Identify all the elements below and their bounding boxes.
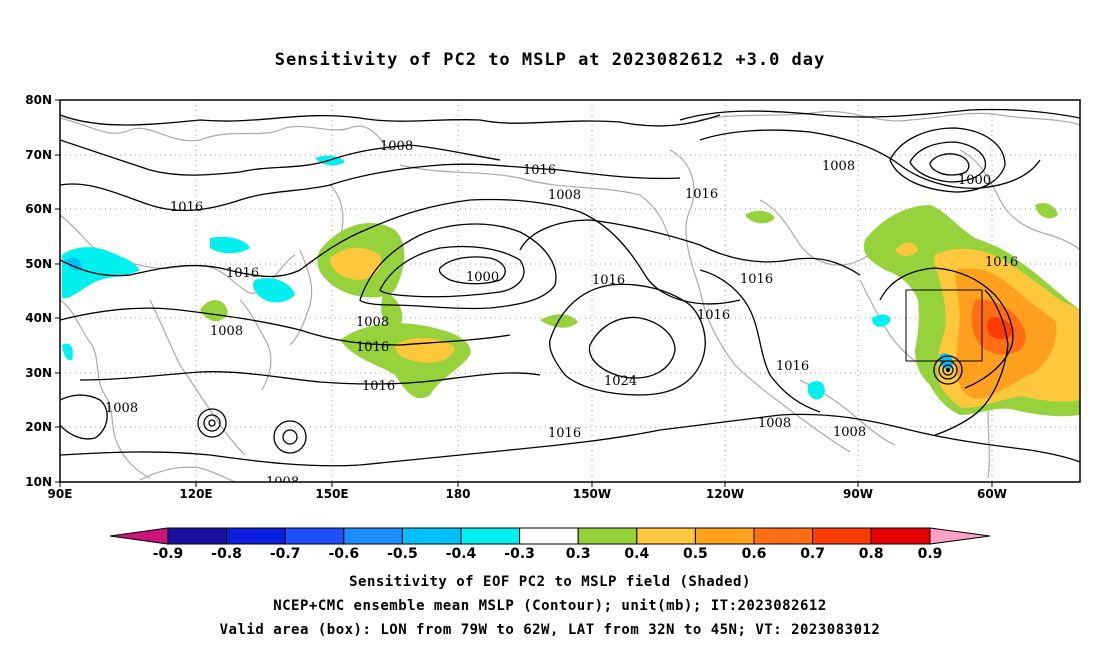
contour-label: 1008 [758, 416, 791, 431]
colorbar-cell [812, 527, 872, 545]
lat-label: 30N [25, 366, 52, 380]
colorbar-cell [577, 527, 638, 545]
colorbar-tick-label: 0.9 [918, 546, 943, 562]
colorbar-tick-label: 0.5 [683, 546, 708, 562]
colorbar-cell [753, 527, 814, 545]
contour-label: 1016 [523, 163, 556, 178]
contour-label: 1008 [380, 139, 413, 154]
lat-label: 40N [25, 311, 52, 325]
colorbar-cell [401, 527, 462, 545]
map-panel [60, 100, 1080, 482]
map-border [59, 99, 1081, 483]
contour-label: 1016 [548, 426, 581, 441]
colorbar-cell [460, 527, 521, 545]
lat-label: 50N [25, 257, 52, 271]
colorbar-tick-label: -0.7 [270, 546, 301, 562]
contour-label: 1016 [226, 266, 259, 281]
lat-label: 70N [25, 148, 52, 162]
contour-label: 1016 [592, 273, 625, 288]
axis-ticks [55, 99, 993, 487]
colorbar-tick-label: 0.4 [624, 546, 649, 562]
sensitivity-shading [62, 155, 1080, 417]
contour-label: 1008 [210, 324, 243, 339]
contour-labels: 1008 1016 1008 1000 1016 1008 1016 1000 … [105, 139, 1018, 490]
lat-label: 10N [25, 475, 52, 489]
contour-label: 1016 [685, 187, 718, 202]
colorbar-cell [519, 527, 579, 545]
colorbar-cell [226, 527, 286, 545]
colorbar-tick-label: 0.6 [742, 546, 767, 562]
contour-label: 1008 [105, 401, 138, 416]
contour-label: 1016 [776, 359, 809, 374]
lat-label: 20N [25, 420, 52, 434]
colorbar-low-triangle [109, 527, 169, 545]
mslp-contours [60, 108, 1080, 467]
caption-line-2: NCEP+CMC ensemble mean MSLP (Contour); u… [273, 598, 827, 614]
latitude-labels: 80N 70N 60N 50N 40N 30N 20N 10N [25, 93, 52, 489]
colorbar [109, 527, 991, 545]
colorbar-cell [694, 527, 755, 545]
colorbar-cell [343, 527, 403, 545]
colorbar-tick-label: 0.8 [859, 546, 884, 562]
colorbar-cell [870, 527, 931, 545]
lat-label: 60N [25, 202, 52, 216]
colorbar-labels: -0.9 -0.8 -0.7 -0.6 -0.5 -0.4 -0.3 0.3 0… [153, 546, 943, 562]
colorbar-tick-label: 0.3 [566, 546, 591, 562]
contour-label: 1008 [266, 475, 299, 490]
contour-label: 1016 [170, 200, 203, 215]
colorbar-cell [284, 527, 345, 545]
contour-label: 1008 [833, 425, 866, 440]
colorbar-tick-label: -0.4 [446, 546, 477, 562]
lon-label: 90E [48, 487, 73, 501]
longitude-labels: 90E 120E 150E 180 150W 120W 90W 60W [48, 487, 1007, 501]
contour-label: 1016 [362, 379, 395, 394]
colorbar-high-triangle [929, 527, 991, 545]
colorbar-tick-label: -0.9 [153, 546, 184, 562]
lon-label: 60W [977, 487, 1007, 501]
contour-label: 1000 [466, 270, 499, 285]
colorbar-tick-label: -0.3 [504, 546, 535, 562]
colorbar-tick-label: 0.7 [800, 546, 825, 562]
contour-label: 1016 [356, 340, 389, 355]
lon-label: 90W [843, 487, 873, 501]
lat-label: 80N [25, 93, 52, 107]
contour-label: 1016 [740, 272, 773, 287]
contour-label: 1016 [985, 255, 1018, 270]
lon-label: 150W [573, 487, 611, 501]
colorbar-tick-label: -0.6 [328, 546, 359, 562]
contour-label: 1008 [822, 159, 855, 174]
lon-label: 120W [706, 487, 744, 501]
colorbar-cell [167, 527, 228, 545]
colorbar-tick-label: -0.8 [211, 546, 242, 562]
contour-label: 1000 [958, 173, 991, 188]
colorbar-tick-label: -0.5 [387, 546, 418, 562]
contour-label: 1008 [356, 315, 389, 330]
contour-label: 1008 [548, 188, 581, 203]
valid-area-box [905, 289, 983, 362]
figure-title: Sensitivity of PC2 to MSLP at 2023082612… [274, 50, 826, 70]
lon-label: 150E [315, 487, 348, 501]
caption-line-1: Sensitivity of EOF PC2 to MSLP field (Sh… [349, 574, 751, 590]
lon-label: 180 [445, 487, 470, 501]
contour-label: 1024 [604, 374, 637, 389]
contour-label: 1016 [697, 308, 730, 323]
storm-center-marker [946, 368, 950, 372]
colorbar-cell [636, 527, 696, 545]
caption-line-3: Valid area (box): LON from 79W to 62W, L… [219, 622, 881, 638]
lon-label: 120E [179, 487, 212, 501]
